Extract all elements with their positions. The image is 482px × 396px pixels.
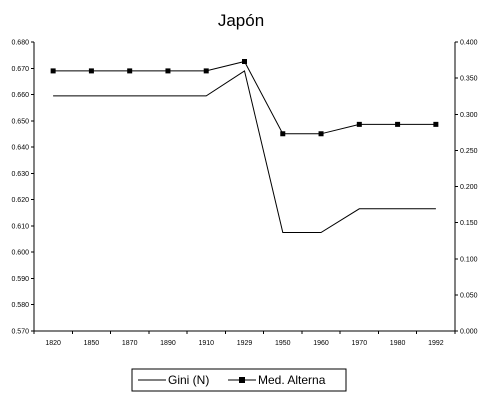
y-right-tick-label: 0.300 <box>460 112 478 119</box>
x-tick-label: 1850 <box>84 340 100 347</box>
series-layer <box>50 59 439 233</box>
y-right-tick-label: 0.100 <box>460 256 478 263</box>
x-tick-label: 1960 <box>313 340 329 347</box>
y-left-tick-label: 0.590 <box>11 276 29 283</box>
y-right-tick-label: 0.050 <box>460 292 478 299</box>
series-point-med-alterna <box>203 68 209 74</box>
y-left-tick-label: 0.600 <box>11 250 29 257</box>
y-right-tick-label: 0.200 <box>460 184 478 191</box>
series-point-med-alterna <box>433 121 439 127</box>
series-point-med-alterna <box>50 68 56 74</box>
y-left-tick-label: 0.580 <box>11 302 29 309</box>
y-right-tick-label: 0.400 <box>460 40 478 47</box>
y-left-tick-label: 0.620 <box>11 197 29 204</box>
chart-title: Japón <box>218 11 264 30</box>
y-left-tick-label: 0.670 <box>11 66 29 73</box>
x-tick-label: 1980 <box>390 340 406 347</box>
series-point-med-alterna <box>165 68 171 74</box>
x-tick-label: 1870 <box>122 340 138 347</box>
x-tick-label: 1820 <box>45 340 61 347</box>
y-left-tick-label: 0.680 <box>11 40 29 47</box>
y-left-tick-label: 0.640 <box>11 145 29 152</box>
y-left-tick-label: 0.660 <box>11 92 29 99</box>
x-tick-label: 1970 <box>352 340 368 347</box>
legend: Gini (N) Med. Alterna <box>131 368 347 392</box>
series-point-med-alterna <box>280 131 286 137</box>
x-tick-label: 1950 <box>275 340 291 347</box>
series-point-med-alterna <box>395 121 401 127</box>
y-left-tick-label: 0.630 <box>11 171 29 178</box>
y-right-tick-label: 0.250 <box>460 148 478 155</box>
series-point-med-alterna <box>242 59 247 65</box>
y-right-tick-label: 0.350 <box>460 76 478 83</box>
y-right-tick-label: 0.150 <box>460 220 478 227</box>
series-line-gini-n <box>53 70 436 233</box>
x-tick-label: 1890 <box>160 340 176 347</box>
series-point-med-alterna <box>356 121 362 127</box>
series-point-med-alterna <box>318 131 324 137</box>
x-tick-label: 1992 <box>428 340 444 347</box>
y-left-tick-label: 0.570 <box>11 329 29 336</box>
legend-med-label: Med. Alterna <box>258 373 326 387</box>
series-point-med-alterna <box>127 68 133 74</box>
y-left-tick-label: 0.610 <box>11 223 29 230</box>
x-tick-label: 1910 <box>198 340 214 347</box>
legend-gini-label: Gini (N) <box>168 373 209 387</box>
x-tick-label: 1929 <box>237 340 253 347</box>
legend-med-marker <box>239 377 245 383</box>
axes: 0.570 0.580 0.590 0.600 0.610 0.620 0.630 0.640… <box>11 40 477 348</box>
y-left-tick-label: 0.650 <box>11 118 29 125</box>
series-point-med-alterna <box>88 68 94 74</box>
y-right-tick-label: 0.000 <box>460 329 478 336</box>
